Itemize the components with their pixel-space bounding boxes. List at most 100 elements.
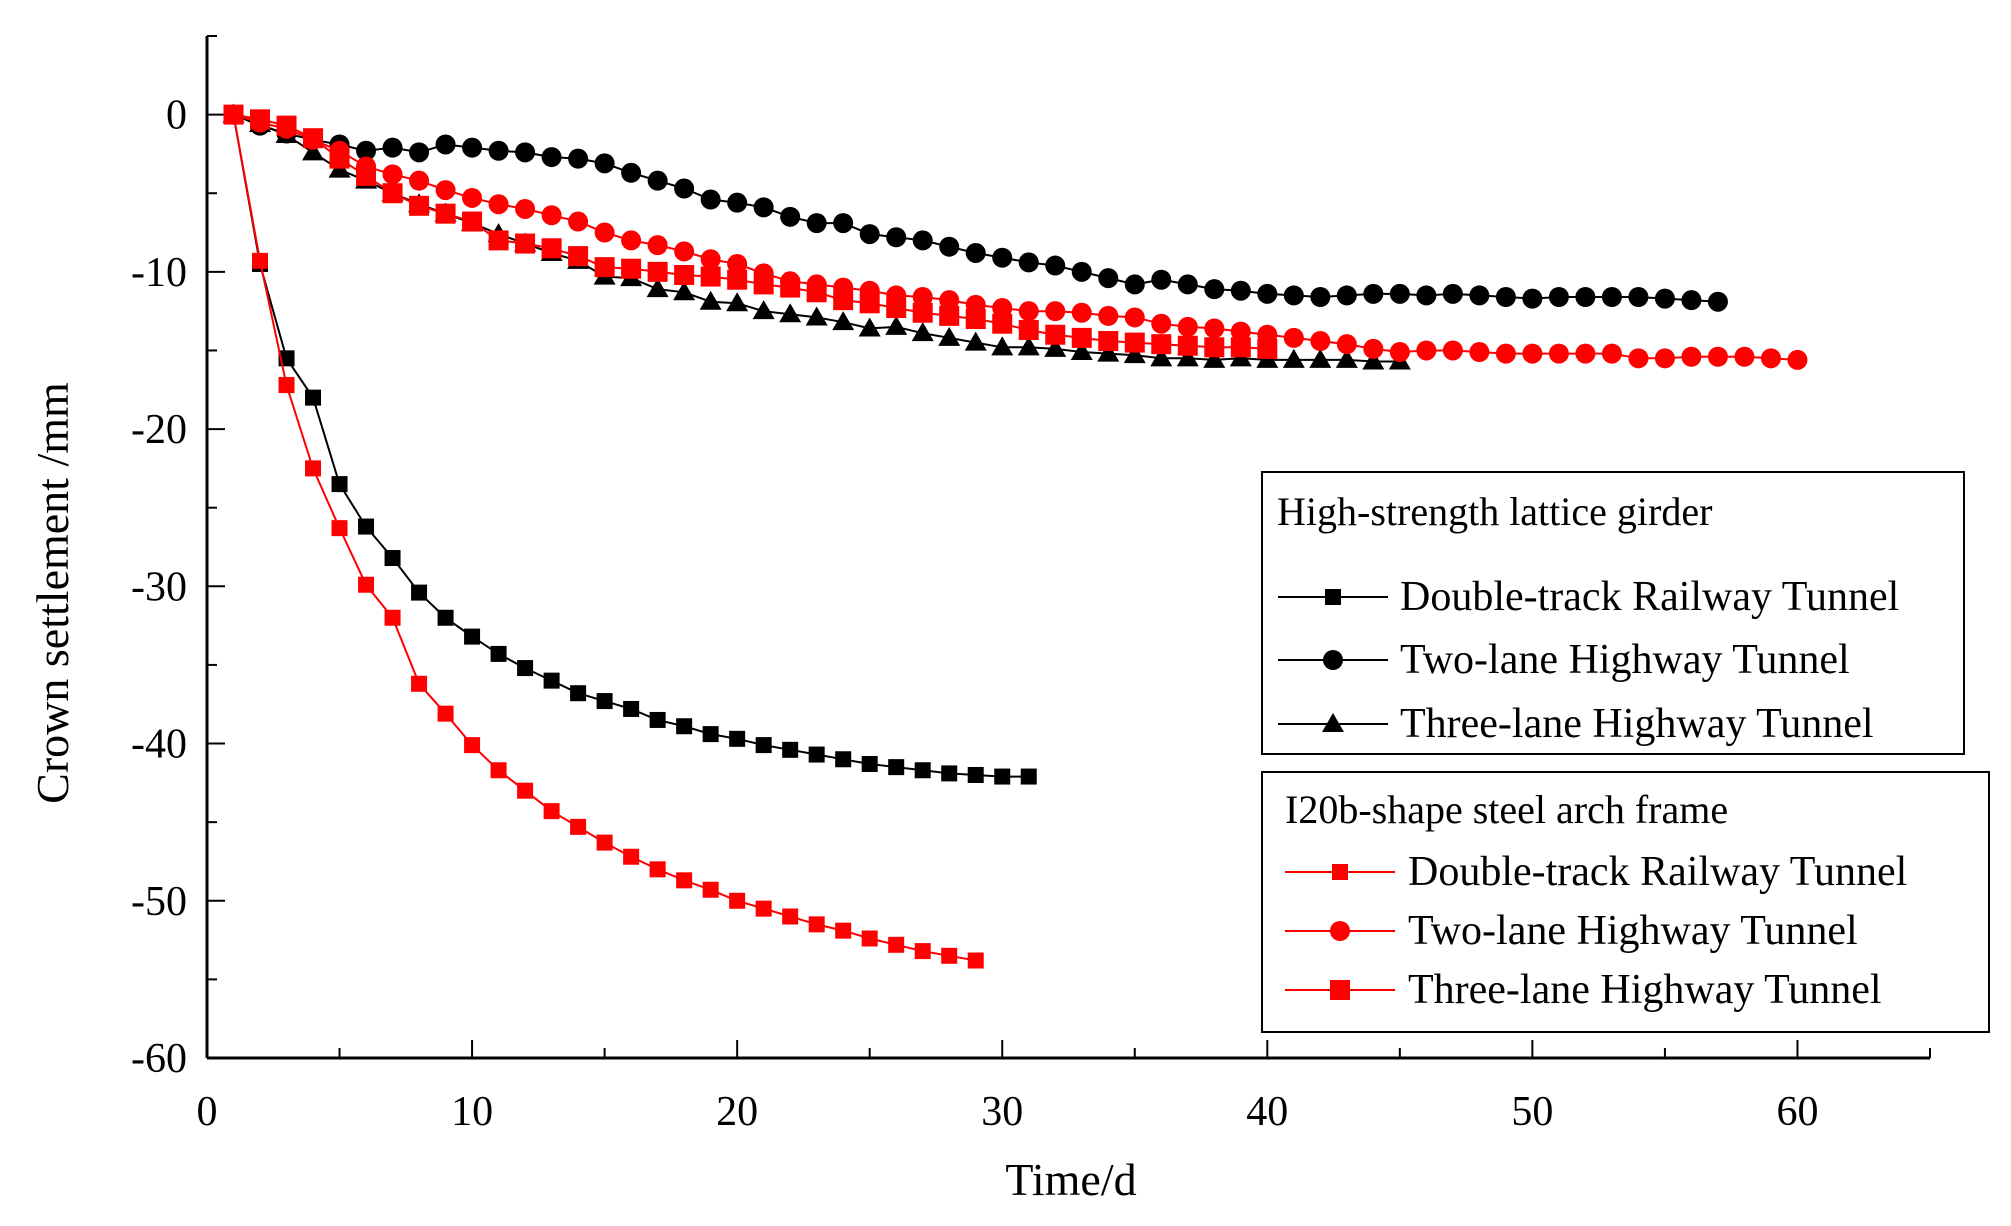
data-point <box>1124 274 1145 295</box>
data-point <box>252 252 269 269</box>
y-tick-label: -30 <box>131 564 187 610</box>
data-point <box>833 290 854 311</box>
data-point <box>570 685 587 702</box>
data-point <box>409 195 430 216</box>
legend-label: Two-lane Highway Tunnel <box>1400 637 1850 683</box>
data-point <box>912 287 933 308</box>
data-point <box>1177 335 1198 356</box>
data-point <box>1522 288 1543 309</box>
data-point <box>568 211 589 232</box>
data-point <box>568 246 589 267</box>
x-tick-label: 10 <box>451 1089 493 1135</box>
data-point <box>1628 348 1649 369</box>
data-point <box>938 326 961 346</box>
data-point <box>223 104 244 125</box>
data-point <box>676 718 693 735</box>
legend-marker <box>1323 650 1343 670</box>
data-point <box>1442 340 1463 361</box>
data-point <box>808 916 825 933</box>
y-tick-label: -40 <box>131 722 187 768</box>
series-line <box>232 114 1029 778</box>
data-point <box>859 224 880 245</box>
data-point <box>437 705 454 722</box>
data-point <box>1018 301 1039 322</box>
legend-entry: Three-lane Highway Tunnel <box>1285 967 1882 1013</box>
data-point <box>358 576 375 593</box>
data-point <box>1282 348 1305 368</box>
data-point <box>276 115 297 136</box>
legend-marker <box>1322 713 1344 732</box>
data-point <box>808 746 825 763</box>
data-point <box>805 306 828 326</box>
data-point <box>1257 338 1278 359</box>
data-point <box>727 253 748 274</box>
data-point <box>517 782 534 799</box>
plot-area <box>222 103 1808 969</box>
data-point <box>1495 287 1516 308</box>
data-point <box>331 520 348 537</box>
data-point <box>674 178 695 199</box>
data-point <box>1522 343 1543 364</box>
legend-high-strength-lattice-girder: High-strength lattice girder Double-trac… <box>1261 471 1965 755</box>
legend-title: I20b-shape steel arch frame <box>1285 787 1728 832</box>
data-point <box>621 258 642 279</box>
data-point <box>1150 347 1173 367</box>
data-point <box>302 141 325 161</box>
x-tick-label: 20 <box>716 1089 758 1135</box>
data-point <box>1628 287 1649 308</box>
data-point <box>1098 331 1119 352</box>
series-high-strength-lattice-girder-double-track-railway-tunnel <box>225 106 1037 785</box>
series-line <box>233 113 1718 303</box>
data-point <box>859 293 880 314</box>
data-point <box>515 142 536 163</box>
legend-marker <box>1330 980 1350 1000</box>
data-point <box>1575 287 1596 308</box>
data-point <box>488 194 509 215</box>
data-point <box>1654 348 1675 369</box>
data-point <box>1204 337 1225 358</box>
data-point <box>1601 343 1622 364</box>
data-point <box>1204 318 1225 339</box>
data-point <box>305 389 322 406</box>
data-point <box>462 211 483 232</box>
data-point <box>912 302 933 323</box>
data-point <box>699 290 722 310</box>
data-point <box>939 236 960 257</box>
legend-box <box>1261 771 1990 1033</box>
data-point <box>623 848 640 865</box>
data-point <box>965 242 986 263</box>
series-line <box>233 113 1268 350</box>
data-point <box>384 609 401 626</box>
data-point <box>752 300 775 320</box>
data-point <box>1070 341 1093 361</box>
data-point <box>673 281 696 301</box>
data-point <box>568 148 589 169</box>
data-point <box>727 192 748 213</box>
y-tick-label: -10 <box>131 250 187 296</box>
tick-labels: 0 10 20 30 40 50 60 0 -10 -20 -30 -40 -50 -60 <box>131 93 1818 1135</box>
data-point <box>914 943 931 960</box>
data-point <box>1363 283 1384 304</box>
data-point <box>1123 344 1146 364</box>
data-point <box>1230 321 1251 342</box>
data-point <box>858 317 881 337</box>
legend-label: Three-lane Highway Tunnel <box>1408 967 1882 1013</box>
data-point <box>1469 285 1490 306</box>
x-tick-label: 30 <box>981 1089 1023 1135</box>
data-point <box>647 170 668 191</box>
data-point <box>992 247 1013 268</box>
axes <box>205 36 1930 1060</box>
data-point <box>464 737 481 754</box>
legend-title: High-strength lattice girder <box>1277 489 1712 534</box>
legend-label: Double-track Railway Tunnel <box>1400 574 1899 620</box>
data-point <box>1151 334 1172 355</box>
legend-entry: Three-lane Highway Tunnel <box>1278 701 1874 747</box>
y-tick-label: -20 <box>131 407 187 453</box>
data-point <box>594 222 615 243</box>
series-i20b-shape-steel-arch-frame-three-lane-highway-tunnel <box>223 104 1278 359</box>
data-point <box>515 198 536 219</box>
data-point <box>1203 348 1226 368</box>
legend-entry: Double-track Railway Tunnel <box>1285 849 1907 895</box>
data-point <box>753 274 774 295</box>
data-point <box>1654 288 1675 309</box>
